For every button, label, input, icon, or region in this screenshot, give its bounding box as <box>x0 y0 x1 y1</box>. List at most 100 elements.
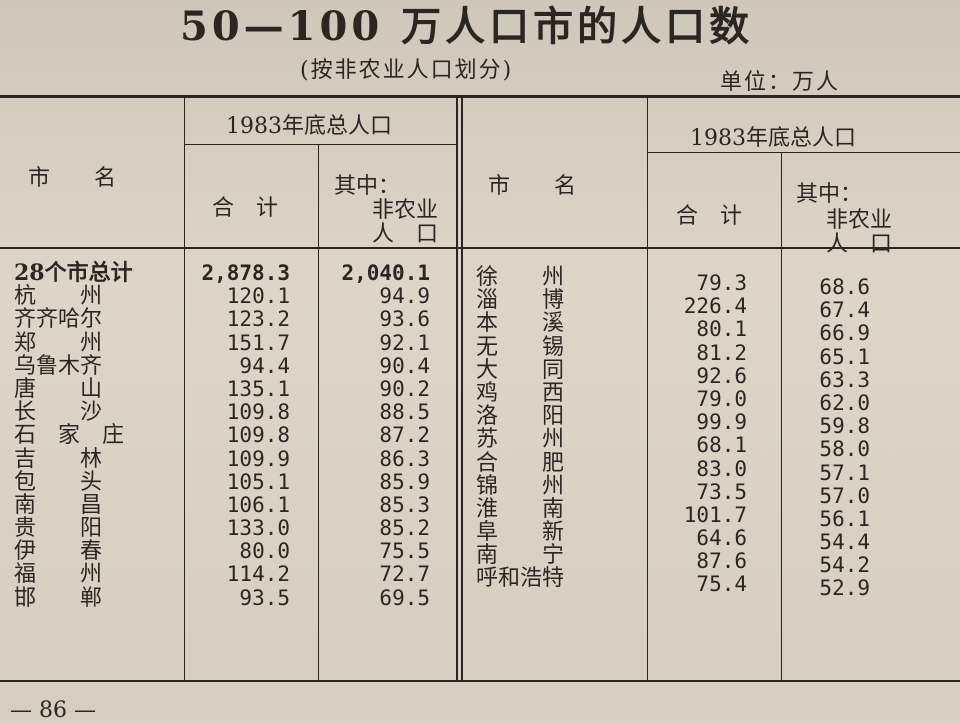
total-population-cell: 105.1 <box>226 469 290 494</box>
total-population-cell: 133.0 <box>226 516 290 541</box>
city-name-cell: 郑 州 <box>14 330 103 356</box>
nonag-population-cell: 65.1 <box>819 344 870 369</box>
total-population-cell: 99.9 <box>696 410 747 435</box>
left-total-header: 合 计 <box>212 196 279 221</box>
nonag-population-cell: 94.9 <box>379 284 430 309</box>
right-group-header: 1983年底总人口 <box>690 126 856 151</box>
city-name-cell: 吉 林 <box>14 446 103 472</box>
nonag-population-cell: 92.1 <box>379 330 430 355</box>
city-name-cell: 南 昌 <box>14 492 103 518</box>
total-population-cell: 83.0 <box>696 456 747 481</box>
city-name-cell: 合 肥 <box>476 450 565 476</box>
city-name-cell: 大 同 <box>476 357 565 383</box>
nonag-population-cell: 87.2 <box>379 423 430 448</box>
nonag-population-cell: 57.0 <box>819 483 870 508</box>
city-name-cell: 阜 新 <box>476 520 565 546</box>
right-nonag-column: 68.6 67.4 66.9 65.1 63.3 62.0 59.8 58.0 57.1 57.0… <box>786 275 870 601</box>
city-name-cell: 唐 山 <box>14 376 103 402</box>
total-population-cell: 123.2 <box>226 307 290 332</box>
total-population-cell: 79.3 <box>696 271 747 295</box>
nonag-population-cell: 72.7 <box>379 562 430 587</box>
nonag-population-cell: 86.3 <box>379 446 430 471</box>
city-name-cell: 包 头 <box>14 469 103 495</box>
right-name-divider <box>647 97 648 680</box>
left-city-column: 28个市总计杭 州齐齐哈尔郑 州乌鲁木齐唐 山长 沙石 家 庄吉 林包 头南 昌… <box>14 260 154 611</box>
nonag-population-cell: 56.1 <box>819 506 870 531</box>
total-population-cell: 92.6 <box>696 363 747 388</box>
table-bottom-rule <box>0 680 960 682</box>
total-population-cell: 2,878.3 <box>201 261 290 285</box>
nonag-population-cell: 59.8 <box>819 414 870 439</box>
right-nonag-header-1: 其中： <box>796 182 863 207</box>
city-name-cell: 28个市总计 <box>14 260 133 286</box>
city-name-cell: 无 锡 <box>476 334 565 360</box>
total-population-cell: 81.2 <box>696 340 747 365</box>
nonag-population-cell: 2,040.1 <box>341 261 430 285</box>
total-population-cell: 120.1 <box>226 284 290 309</box>
total-population-cell: 93.5 <box>239 585 290 610</box>
total-population-cell: 75.4 <box>696 572 747 597</box>
right-total-column: 79.3 226.4 80.1 81.2 92.6 79.0 99.9 68.1 83.0 73.… <box>655 271 747 597</box>
unit-label: 单位：万人 <box>720 70 841 95</box>
header-bottom-rule <box>0 247 960 249</box>
total-population-cell: 80.0 <box>239 539 290 564</box>
total-population-cell: 79.0 <box>696 386 747 411</box>
city-name-cell: 石 家 庄 <box>14 423 125 449</box>
left-group-header: 1983年底总人口 <box>226 114 392 139</box>
center-divider-a <box>456 97 458 680</box>
total-population-cell: 109.9 <box>226 446 290 471</box>
city-name-cell: 苏 州 <box>476 427 565 453</box>
city-name-cell: 锦 州 <box>476 473 565 499</box>
total-population-cell: 109.8 <box>226 400 290 425</box>
city-name-cell: 邯 郸 <box>14 585 103 611</box>
city-name-cell: 淮 南 <box>476 496 565 522</box>
nonag-population-cell: 85.3 <box>379 492 430 517</box>
right-city-name-header: 市 名 <box>488 174 577 199</box>
right-total-header: 合 计 <box>676 204 743 229</box>
city-name-cell: 贵 阳 <box>14 516 103 542</box>
nonag-population-cell: 66.9 <box>819 321 870 346</box>
left-nonag-column: 2,040.1 94.9 93.6 92.1 90.4 90.2 88.5 87.2 86.3 8… <box>320 261 430 610</box>
total-population-cell: 109.8 <box>226 423 290 448</box>
nonag-population-cell: 85.9 <box>379 469 430 494</box>
page-number: — 86 — <box>10 698 96 723</box>
left-name-divider <box>184 97 185 680</box>
nonag-population-cell: 85.2 <box>379 516 430 541</box>
nonag-population-cell: 75.5 <box>379 539 430 564</box>
total-population-cell: 87.6 <box>696 549 747 574</box>
right-group-rule <box>648 152 960 153</box>
right-nonag-header-3: 人 口 <box>826 232 893 257</box>
nonag-population-cell: 62.0 <box>819 390 870 415</box>
city-name-cell: 南 宁 <box>476 543 565 569</box>
page-title: 50—100 万人口市的人口数 <box>180 3 754 50</box>
left-nonag-header-3: 人 口 <box>372 222 439 247</box>
city-name-cell: 本 溪 <box>476 311 565 337</box>
city-name-cell: 福 州 <box>14 562 103 588</box>
page-subtitle: (按非农业人口划分) <box>300 58 514 83</box>
right-nonag-header-2: 非农业 <box>826 208 893 233</box>
left-group-rule <box>185 144 457 145</box>
nonag-population-cell: 90.4 <box>379 353 430 378</box>
left-nonag-header-1: 其中： <box>334 174 401 199</box>
city-name-cell: 杭 州 <box>14 284 103 310</box>
city-name-cell: 鸡 西 <box>476 380 565 406</box>
total-population-cell: 226.4 <box>683 294 747 319</box>
left-total-divider <box>318 145 319 680</box>
total-population-cell: 68.1 <box>696 433 747 458</box>
nonag-population-cell: 63.3 <box>819 367 870 392</box>
nonag-population-cell: 88.5 <box>379 400 430 425</box>
city-name-cell: 齐齐哈尔 <box>14 307 103 333</box>
right-total-divider <box>781 153 782 680</box>
total-population-cell: 135.1 <box>226 376 290 401</box>
total-population-cell: 114.2 <box>226 562 290 587</box>
city-name-cell: 长 沙 <box>14 400 103 426</box>
total-population-cell: 106.1 <box>226 492 290 517</box>
table-top-rule <box>0 95 960 98</box>
total-population-cell: 64.6 <box>696 526 747 551</box>
city-name-cell: 淄 博 <box>476 288 565 314</box>
nonag-population-cell: 69.5 <box>379 585 430 610</box>
nonag-population-cell: 90.2 <box>379 376 430 401</box>
nonag-population-cell: 67.4 <box>819 298 870 323</box>
nonag-population-cell: 93.6 <box>379 307 430 332</box>
